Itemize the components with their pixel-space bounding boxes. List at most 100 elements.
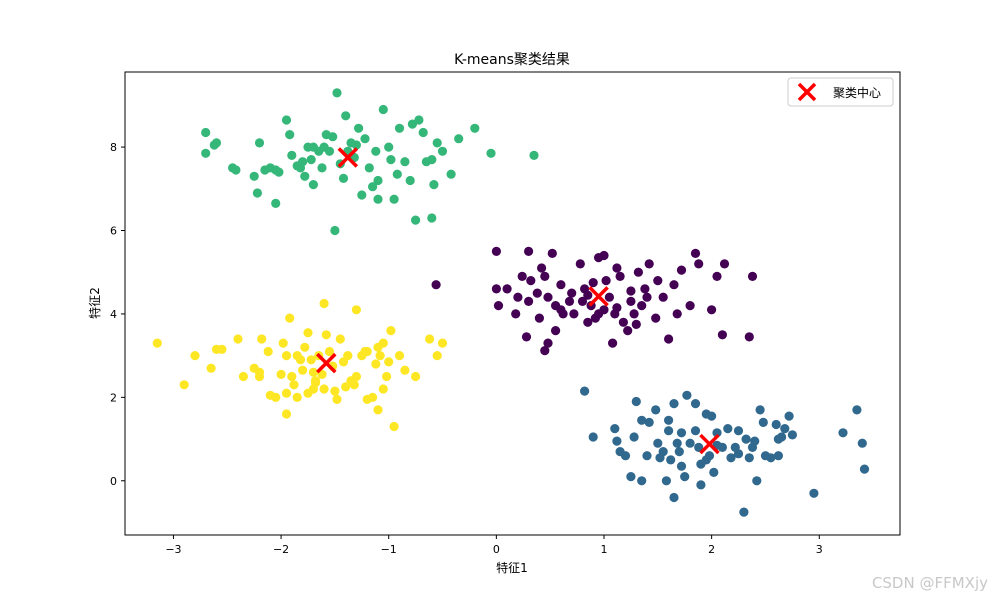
cluster-2-point (351, 140, 361, 150)
cluster-1-point (707, 411, 717, 421)
cluster-0-point (564, 296, 575, 306)
x-tick-label: 3 (816, 543, 823, 556)
cluster-3-point (285, 313, 295, 323)
cluster-1-point (669, 399, 679, 409)
cluster-0-point (618, 317, 629, 327)
watermark: CSDN @FFMXjy (871, 574, 988, 592)
cluster-1-point (726, 453, 736, 463)
cluster-0-point (543, 338, 553, 348)
cluster-3-point (289, 380, 299, 390)
cluster-1-point (637, 476, 647, 486)
cluster-1-point (680, 472, 690, 482)
cluster-2-point (432, 138, 442, 148)
cluster-0-point (517, 271, 527, 281)
cluster-0-point (532, 288, 542, 298)
cluster-0-point (676, 265, 687, 275)
cluster-3-point (425, 334, 435, 344)
cluster-3-point (287, 371, 297, 382)
cluster-0-point (540, 271, 550, 281)
cluster-2-point (306, 155, 316, 165)
plot-area (124, 71, 901, 536)
cluster-3-point (332, 394, 342, 404)
cluster-1-point (694, 442, 704, 452)
cluster-0-point (664, 334, 674, 344)
cluster-0-point (521, 332, 532, 342)
cluster-2-point (324, 146, 335, 156)
cluster-2-point (260, 165, 270, 175)
cluster-0-point (694, 259, 704, 269)
cluster-0-point (631, 319, 641, 329)
cluster-0-point (717, 330, 728, 340)
cluster-3-point (281, 351, 292, 361)
cluster-3-point (378, 384, 388, 394)
x-axis-ticks: −3 −2 −1 0 1 2 3 (165, 535, 823, 556)
cluster-1-point (733, 449, 744, 459)
cluster-0-point (669, 280, 679, 290)
cluster-1-point (664, 426, 674, 436)
cluster-3-point (324, 346, 335, 357)
cluster-2-point (317, 163, 327, 173)
cluster-3-point (375, 351, 385, 361)
cluster-2-point (328, 132, 338, 142)
x-tick-label: −1 (381, 543, 397, 556)
cluster-3-point (238, 371, 248, 382)
cluster-3-point (276, 369, 286, 379)
cluster-0-point (653, 276, 663, 286)
cluster-3-point (303, 388, 313, 398)
cluster-3-point (263, 346, 273, 357)
cluster-2-point (446, 169, 456, 179)
cluster-2-point (364, 163, 374, 173)
cluster-1-point (626, 472, 636, 482)
cluster-1-point (859, 464, 870, 474)
cluster-2-point (308, 142, 318, 152)
cluster-1-point (739, 507, 749, 517)
cluster-0-point (644, 259, 654, 269)
cluster-2-point (529, 150, 539, 160)
cluster-2-point (454, 134, 464, 144)
cluster-2-point (384, 142, 394, 152)
y-tick-label: 4 (110, 308, 117, 321)
cluster-2-point (354, 123, 364, 133)
cluster-1-point (690, 426, 701, 436)
cluster-1-point (809, 488, 819, 498)
cluster-2-point (405, 175, 415, 186)
cluster-3-point (298, 365, 308, 375)
cluster-0-point (540, 346, 550, 356)
cluster-2-point (285, 130, 295, 140)
cluster-0-point (543, 292, 553, 302)
cluster-2-point (429, 180, 439, 190)
cluster-2-point (249, 171, 259, 181)
cluster-0-point (623, 326, 633, 336)
cluster-1-point (588, 432, 598, 442)
cluster-2-point (386, 155, 396, 165)
x-tick-label: −2 (273, 543, 289, 556)
cluster-3-point (411, 371, 421, 382)
cluster-0-point (493, 301, 504, 311)
legend-center-marker (797, 82, 817, 102)
cluster-1-point (744, 453, 754, 463)
cluster-1-point (852, 405, 862, 415)
cluster-2-point (360, 134, 370, 144)
cluster-1-point (669, 492, 679, 503)
cluster-0-point (747, 271, 758, 281)
cluster-1-point (615, 447, 625, 457)
cluster-3-point (351, 305, 361, 315)
cluster-3-point (306, 355, 316, 365)
cluster-0-point (569, 309, 579, 319)
cluster-3-point (349, 380, 359, 390)
cluster-1-point (857, 438, 867, 448)
cluster-2-point (414, 115, 424, 125)
cluster-3-point (432, 351, 442, 361)
cluster-center-marker (588, 286, 609, 307)
cluster-3-point (386, 326, 396, 336)
cluster-1-point (838, 428, 848, 438)
cluster-center-marker (316, 352, 337, 374)
cluster-3-point (254, 367, 265, 377)
cluster-3-point (319, 384, 329, 394)
cluster-2-point (427, 155, 437, 165)
cluster-1-point (612, 436, 622, 446)
y-axis-label: 特征2 (87, 287, 102, 319)
cluster-0-point (719, 259, 730, 269)
cluster-0-point (744, 332, 754, 342)
cluster-1-point (642, 451, 652, 461)
